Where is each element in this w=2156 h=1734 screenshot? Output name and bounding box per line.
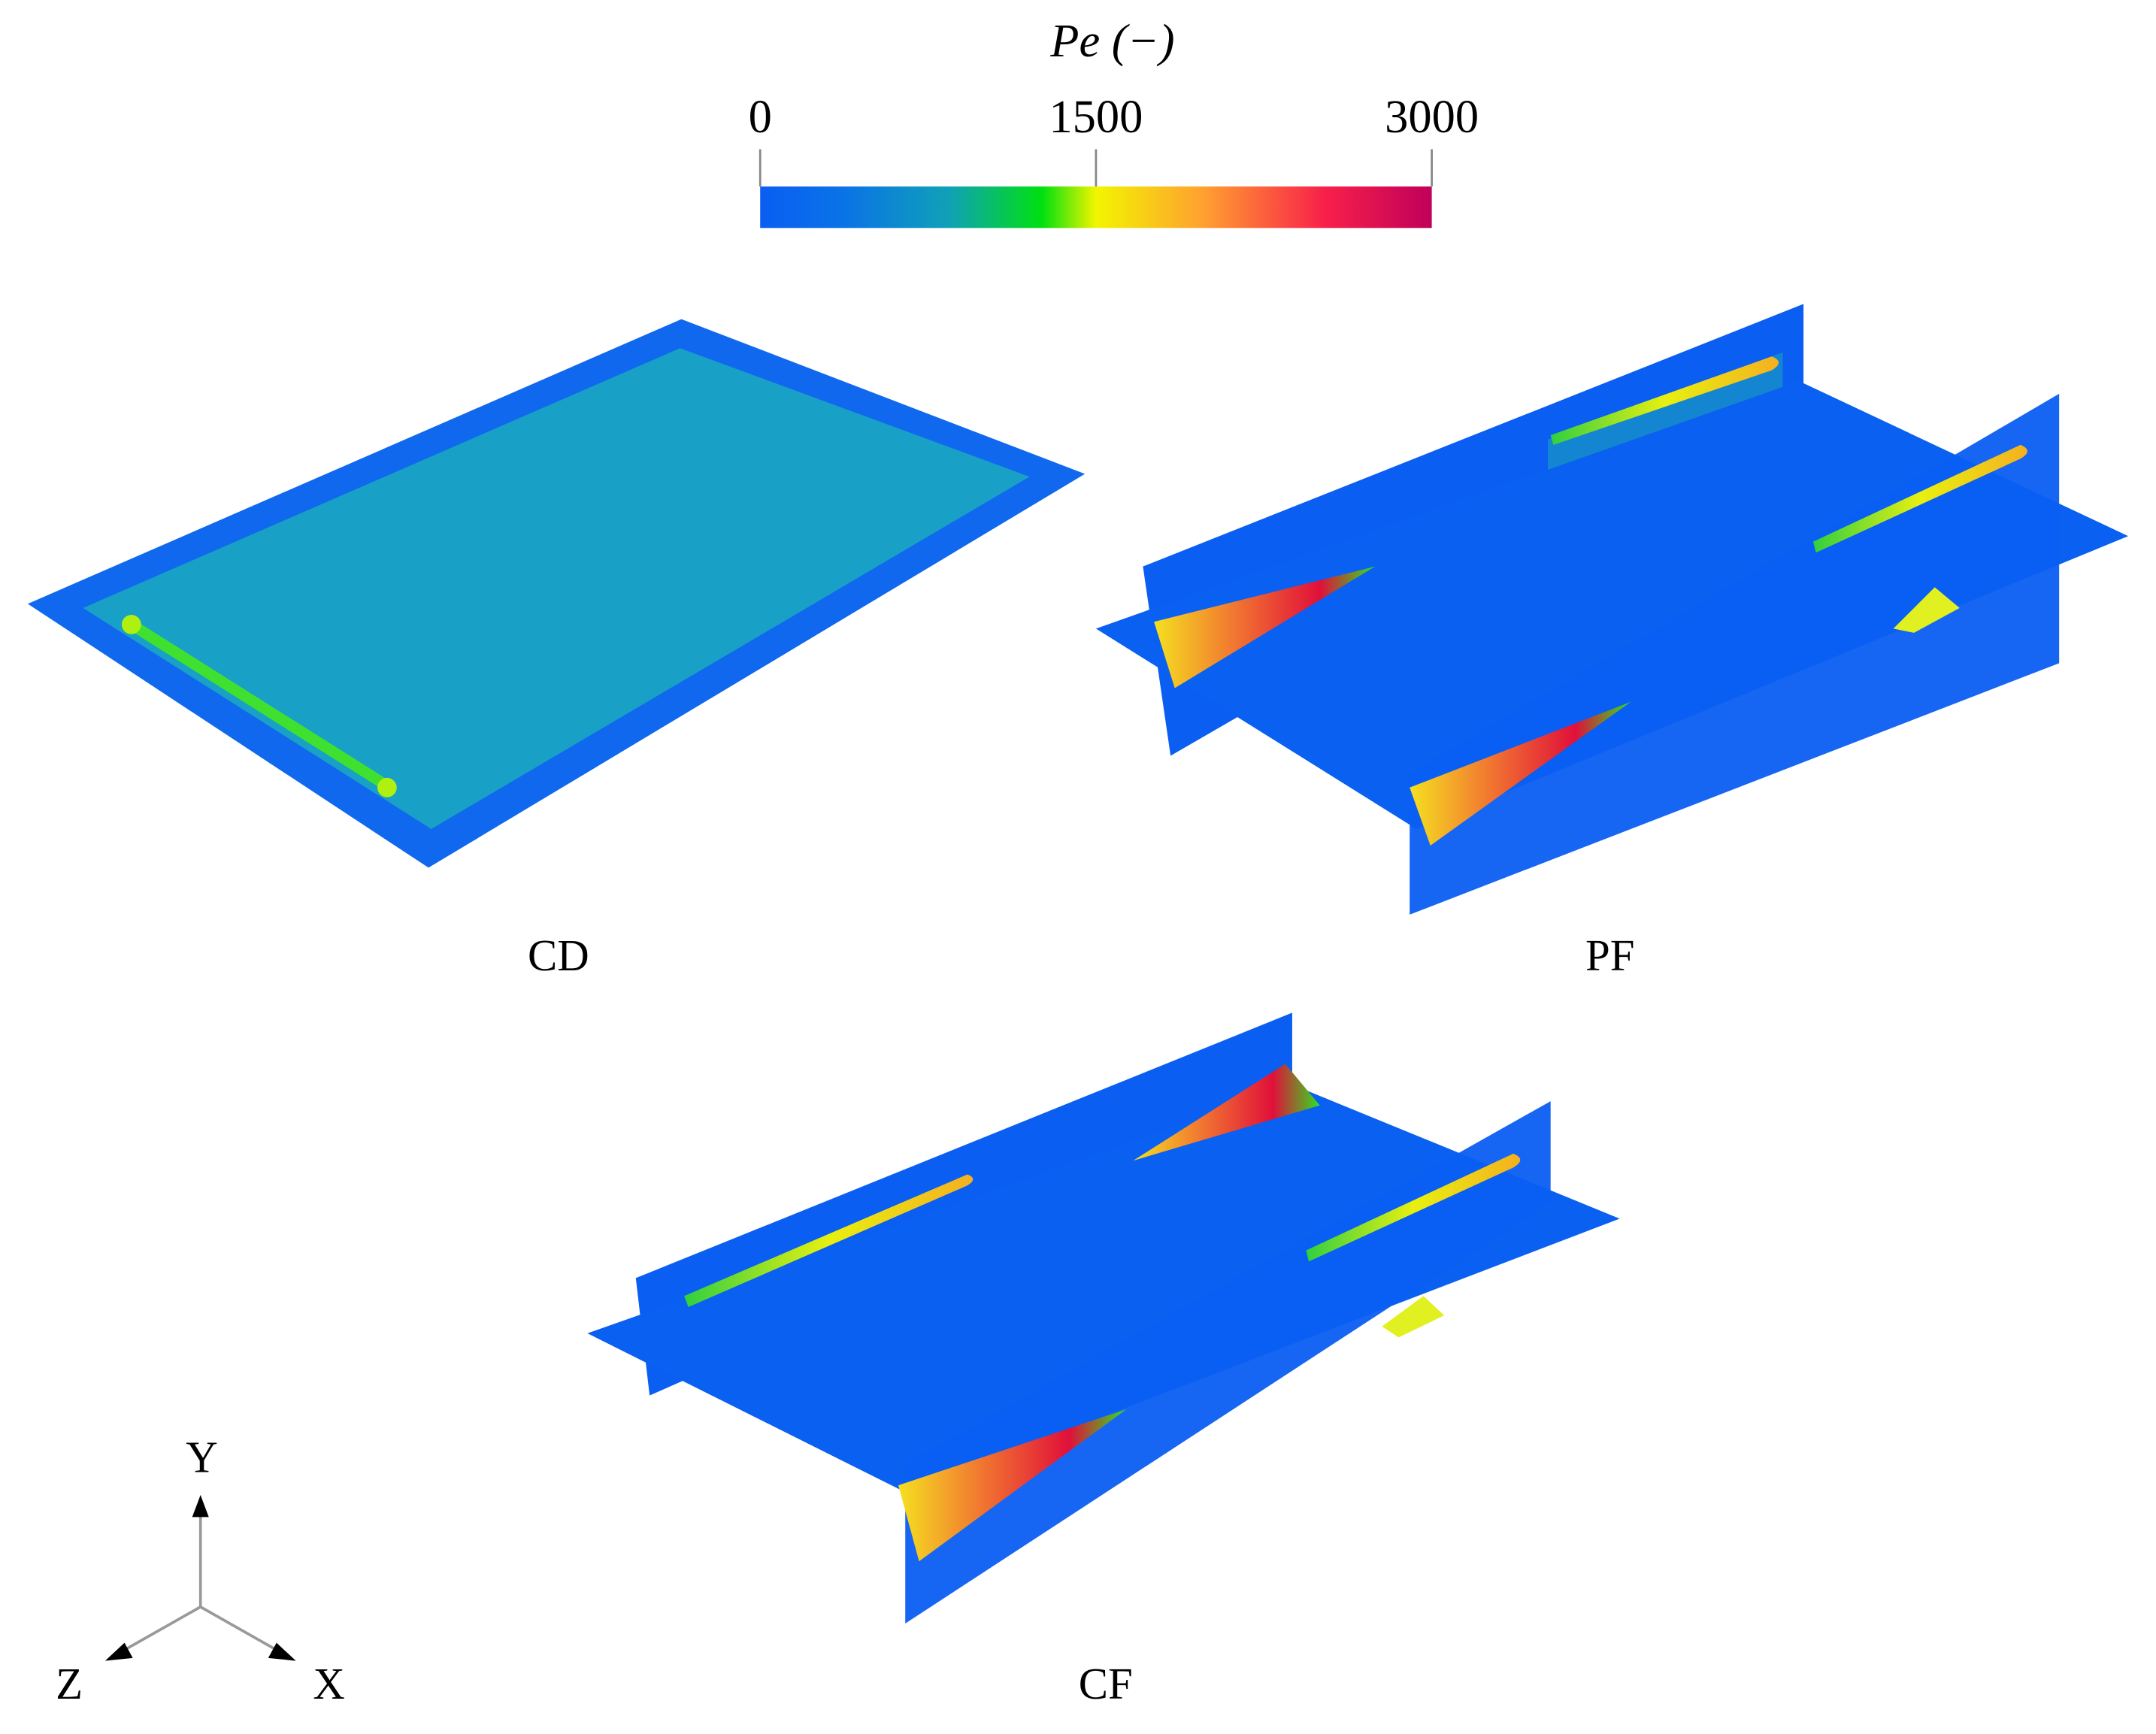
x-axis	[199, 1605, 284, 1655]
colorbar-ticks: 0 1500 3000	[749, 90, 1479, 187]
hot-spot	[377, 777, 397, 797]
cf-geometry	[587, 1012, 1620, 1624]
cd-geometry	[27, 319, 1086, 868]
colorbar-tick-label: 0	[749, 90, 772, 143]
plate	[587, 1085, 1620, 1493]
plate	[1095, 380, 2129, 829]
streak	[1306, 1153, 1521, 1262]
streak	[1812, 444, 2027, 553]
inlet-streak	[128, 619, 393, 793]
panel-label: PF	[1585, 931, 1634, 980]
z-axis	[117, 1605, 201, 1655]
hot-zone	[1154, 566, 1376, 688]
fin	[905, 1101, 1551, 1624]
axis-label: X	[313, 1660, 344, 1708]
hot-spot	[1893, 587, 1960, 633]
axis-triad	[104, 1494, 296, 1661]
hot-spot	[121, 615, 141, 634]
hot-spot	[1382, 1296, 1445, 1338]
hot-zone	[1410, 701, 1631, 846]
colorbar-tick-label: 3000	[1385, 90, 1479, 143]
colorbar-gradient	[760, 186, 1432, 228]
axis-label: Y	[186, 1433, 217, 1481]
plate-interior	[83, 348, 1030, 829]
pf-geometry	[1095, 304, 2129, 915]
axis-label: Z	[56, 1660, 83, 1708]
colorbar-title: Pe (−)	[1049, 14, 1174, 67]
arrow-head	[268, 1642, 296, 1661]
panel-label: CF	[1079, 1660, 1133, 1708]
fin	[1410, 393, 2060, 915]
panel-label: CD	[528, 931, 589, 980]
hot-zone	[1133, 1064, 1320, 1161]
colorbar: Pe (−) 0 1500 3000	[749, 14, 1479, 228]
streak	[1550, 356, 1779, 445]
colorbar-tick-label: 1500	[1049, 90, 1143, 143]
arrow-head	[104, 1642, 133, 1661]
hot-zone	[898, 1409, 1127, 1562]
streak	[684, 1174, 974, 1307]
arrow-head	[192, 1494, 209, 1518]
